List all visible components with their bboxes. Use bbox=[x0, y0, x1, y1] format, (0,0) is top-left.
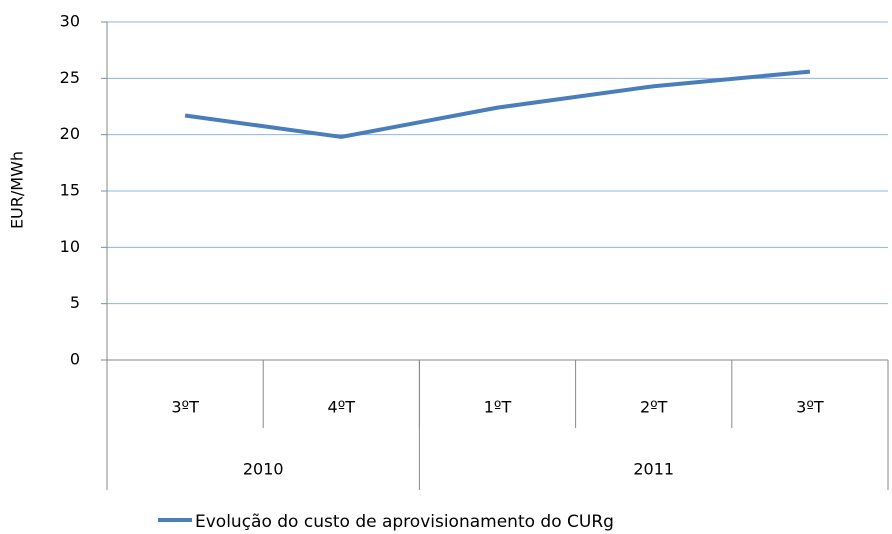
y-tick-label: 10 bbox=[60, 237, 80, 256]
group-label: 2010 bbox=[243, 460, 284, 479]
y-tick-label: 0 bbox=[70, 350, 80, 369]
x-tick-label: 2ºT bbox=[640, 398, 668, 417]
x-tick-label: 1ºT bbox=[484, 398, 512, 417]
y-tick-label: 30 bbox=[60, 12, 80, 31]
y-axis-label: EUR/MWh bbox=[8, 151, 27, 229]
x-tick-label: 4ºT bbox=[328, 398, 356, 417]
y-tick-label: 15 bbox=[60, 181, 80, 200]
y-tick-label: 5 bbox=[70, 293, 80, 312]
x-tick-label: 3ºT bbox=[796, 398, 824, 417]
group-label: 2011 bbox=[633, 460, 674, 479]
x-tick-label: 3ºT bbox=[171, 398, 199, 417]
data-line bbox=[184, 69, 811, 139]
y-tick-label: 25 bbox=[60, 68, 80, 87]
legend-label: Evolução do custo de aprovisionamento do… bbox=[195, 512, 614, 532]
y-tick-label: 20 bbox=[60, 124, 80, 143]
